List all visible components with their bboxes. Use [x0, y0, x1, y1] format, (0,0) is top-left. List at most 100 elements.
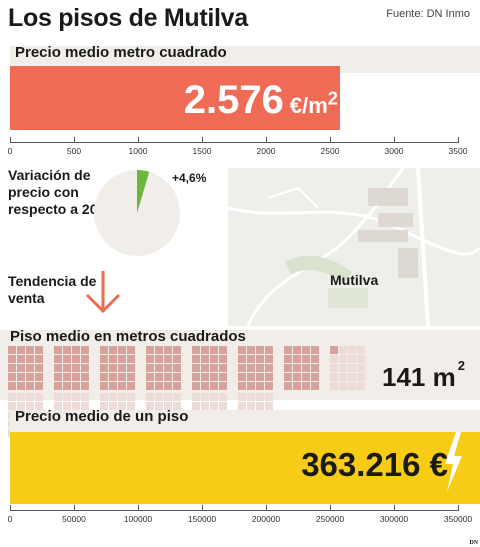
price-m2-tick — [394, 137, 395, 143]
area-square — [265, 355, 273, 363]
area-square — [35, 364, 43, 372]
price-m2-unit: €/m2 — [290, 88, 338, 118]
area-square — [284, 355, 292, 363]
area-square — [247, 355, 255, 363]
price-m2-tick — [330, 137, 331, 143]
pie-slice-variation — [137, 170, 150, 213]
area-square — [348, 346, 356, 354]
area-square — [72, 393, 80, 401]
area-square — [293, 382, 301, 390]
area-square — [17, 355, 25, 363]
area-square — [247, 373, 255, 381]
area-square — [219, 355, 227, 363]
area-square — [54, 402, 62, 410]
area-square — [72, 346, 80, 354]
area-square — [284, 364, 292, 372]
area-square — [26, 402, 34, 410]
area-square — [265, 382, 273, 390]
trend-label: Tendencia de venta — [8, 273, 97, 306]
area-square — [238, 364, 246, 372]
area-square — [118, 393, 126, 401]
area-square — [330, 346, 338, 354]
area-square — [247, 393, 255, 401]
area-square — [348, 373, 356, 381]
area-square — [302, 382, 310, 390]
flat-price-tick — [266, 505, 267, 511]
area-square — [219, 393, 227, 401]
area-square — [330, 355, 338, 363]
area-square — [256, 402, 264, 410]
area-square — [311, 382, 319, 390]
area-square — [293, 355, 301, 363]
area-square — [17, 382, 25, 390]
area-square — [210, 364, 218, 372]
flat-price-tick — [74, 505, 75, 511]
area-square — [35, 393, 43, 401]
area-square — [201, 382, 209, 390]
price-m2-tick-label: 2500 — [320, 146, 340, 156]
area-square — [238, 355, 246, 363]
area-square — [146, 346, 154, 354]
price-m2-tick-label: 3500 — [448, 146, 468, 156]
area-square — [127, 382, 135, 390]
area-square — [219, 346, 227, 354]
price-m2-title: Precio medio metro cuadrado — [15, 44, 227, 61]
variation-pct-label: +4,6% — [172, 171, 207, 185]
area-square — [81, 346, 89, 354]
area-square — [247, 402, 255, 410]
area-square — [247, 364, 255, 372]
area-square — [35, 402, 43, 410]
flat-price-tick-label: 150000 — [187, 514, 217, 524]
area-square — [118, 346, 126, 354]
area-square — [155, 402, 163, 410]
area-square — [302, 364, 310, 372]
area-square — [8, 355, 16, 363]
flat-price-axis-line — [10, 510, 458, 511]
area-square — [127, 355, 135, 363]
area-square — [118, 364, 126, 372]
price-m2-tick — [10, 137, 11, 143]
area-square — [173, 355, 181, 363]
area-square — [164, 355, 172, 363]
flat-price-tick — [138, 505, 139, 511]
area-square — [238, 382, 246, 390]
area-square — [173, 364, 181, 372]
area-square — [127, 373, 135, 381]
area-square — [219, 373, 227, 381]
trend-down-arrow-icon — [85, 271, 121, 314]
area-square — [284, 373, 292, 381]
area-square — [256, 393, 264, 401]
area-square — [357, 346, 365, 354]
area-square — [357, 373, 365, 381]
area-square — [155, 393, 163, 401]
map-place-label: Mutilva — [330, 272, 379, 288]
area-square — [81, 402, 89, 410]
area-square — [210, 346, 218, 354]
area-square — [210, 393, 218, 401]
area-square — [155, 382, 163, 390]
variation-label: Variación de precio con respecto a 2021 — [8, 167, 114, 217]
area-square — [357, 355, 365, 363]
area-square — [8, 373, 16, 381]
area-square — [155, 355, 163, 363]
area-square — [54, 364, 62, 372]
area-square — [330, 373, 338, 381]
area-unit-sup: 2 — [457, 358, 465, 373]
area-square — [155, 364, 163, 372]
area-square — [8, 402, 16, 410]
area-square — [339, 382, 347, 390]
area-square — [210, 382, 218, 390]
area-square — [284, 346, 292, 354]
area-square — [127, 346, 135, 354]
area-square — [173, 346, 181, 354]
flat-price-tick-label: 300000 — [379, 514, 409, 524]
area-square — [201, 393, 209, 401]
flat-price-bar — [10, 432, 480, 504]
area-square — [265, 393, 273, 401]
price-m2-tick-label: 500 — [66, 146, 82, 156]
area-square — [72, 355, 80, 363]
area-square — [311, 355, 319, 363]
area-square — [311, 364, 319, 372]
area-square — [118, 373, 126, 381]
area-square — [118, 402, 126, 410]
